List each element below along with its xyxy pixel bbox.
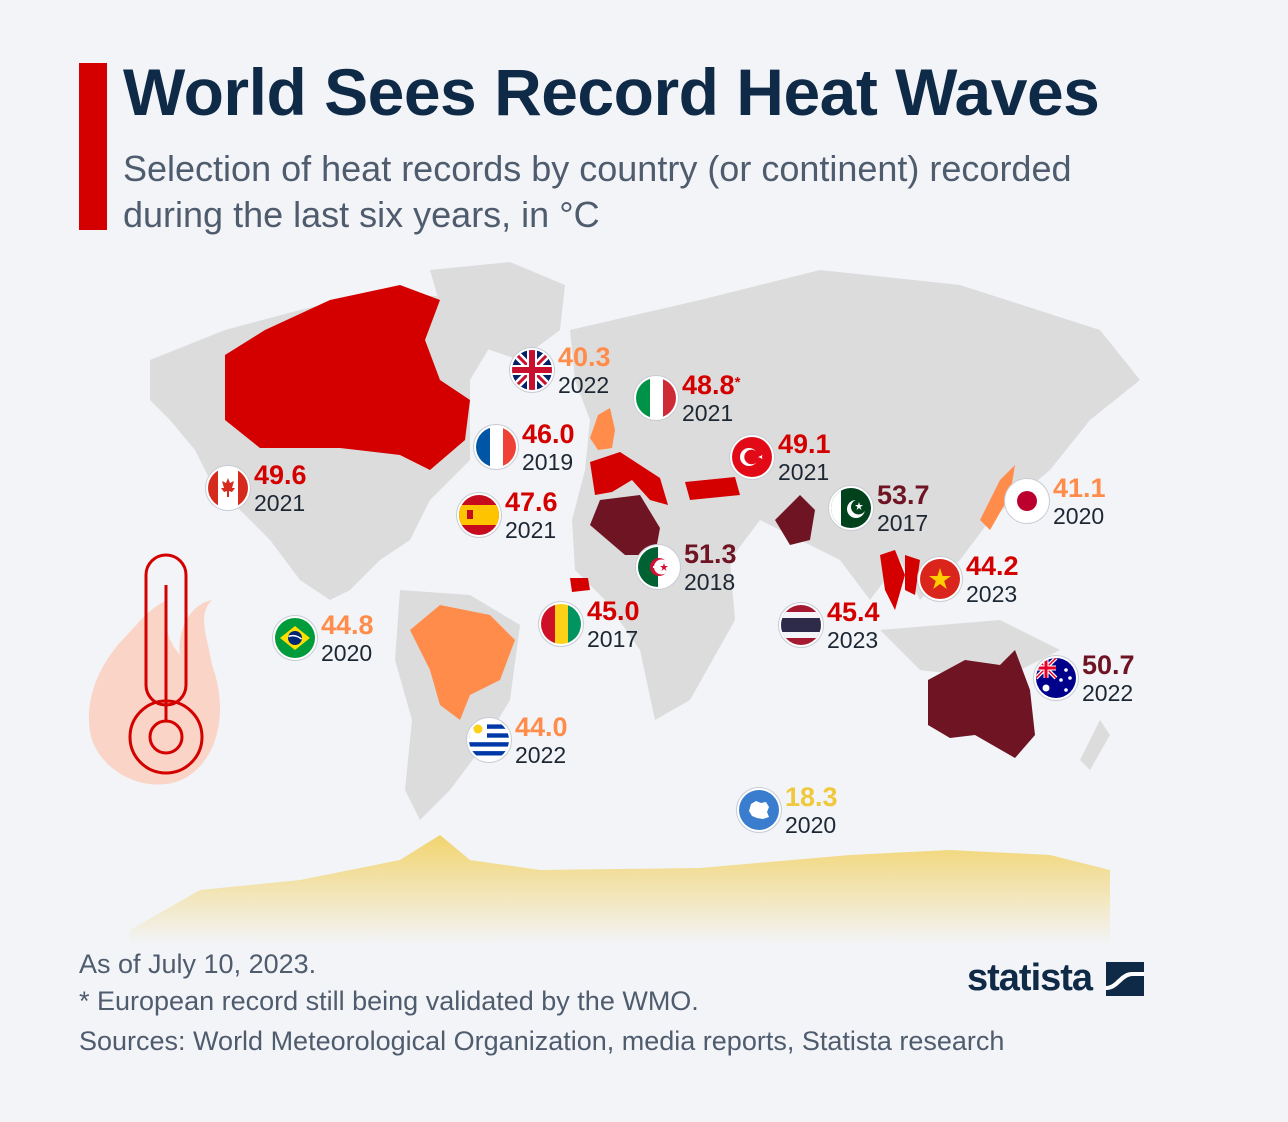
uruguay-flag-icon [467,718,511,762]
as-of-note: As of July 10, 2023. [79,949,317,979]
uk-flag-icon [510,348,554,392]
algeria-flag-icon [636,545,680,589]
record-value: 50.7 [1082,650,1135,680]
record-year: 2017 [587,626,639,652]
record-value: 44.8 [321,610,374,640]
record-year: 2020 [1053,503,1105,529]
canada-flag-icon [206,466,250,510]
page-subtitle: Selection of heat records by country (or… [123,148,1072,235]
record-value: 51.3 [684,539,737,569]
turkey-flag-icon [730,435,774,479]
record-year: 2022 [515,742,567,768]
antarctica-region [130,835,1110,945]
record-value: 46.0 [522,419,575,449]
pakistan-flag-icon [829,486,873,530]
record-year: 2020 [785,812,837,838]
record-value: 48.8* [682,370,741,400]
record-value: 41.1 [1053,473,1106,503]
record-year: 2021 [505,517,557,543]
record-year: 2019 [522,449,574,475]
antarctica-flag-icon [737,788,781,832]
record-value: 53.7 [877,480,930,510]
record-value: 49.1 [778,429,831,459]
accent-bar [79,63,107,230]
record-year: 2023 [827,627,879,653]
brazil-flag-icon [273,616,317,660]
thailand-flag-icon [779,603,823,647]
logo-text: statista [967,957,1093,999]
highlighted-regions [225,285,1035,758]
france-flag-icon [474,425,518,469]
guinea-flag-icon [539,602,583,646]
record-value: 18.3 [785,782,838,812]
record-year: 2023 [966,581,1018,607]
record-year: 2022 [558,372,610,398]
thermometer-icon [88,553,220,785]
spain-flag-icon [457,493,501,537]
record-value: 45.0 [587,596,640,626]
validation-note: * European record still being validated … [79,986,699,1016]
australia-flag-icon [1034,656,1078,700]
record-value: 40.3 [558,342,611,372]
record-year: 2018 [684,569,736,595]
record-year: 2021 [778,459,830,485]
record-value: 44.0 [515,712,568,742]
japan-flag-icon [1005,479,1049,523]
record-year: 2020 [321,640,373,666]
record-value: 45.4 [827,597,880,627]
record-year: 2017 [877,510,929,536]
record-value: 44.2 [966,551,1019,581]
record-year: 2022 [1082,680,1134,706]
statista-logo-icon [1106,962,1144,996]
record-year: 2021 [254,490,306,516]
record-value: 47.6 [505,487,558,517]
sources-note: Sources: World Meteorological Organizati… [79,1026,1005,1056]
italy-flag-icon [634,376,678,420]
record-value: 49.6 [254,460,307,490]
page-title: World Sees Record Heat Waves [123,55,1100,129]
vietnam-flag-icon [918,557,962,601]
record-year: 2021 [682,400,734,426]
